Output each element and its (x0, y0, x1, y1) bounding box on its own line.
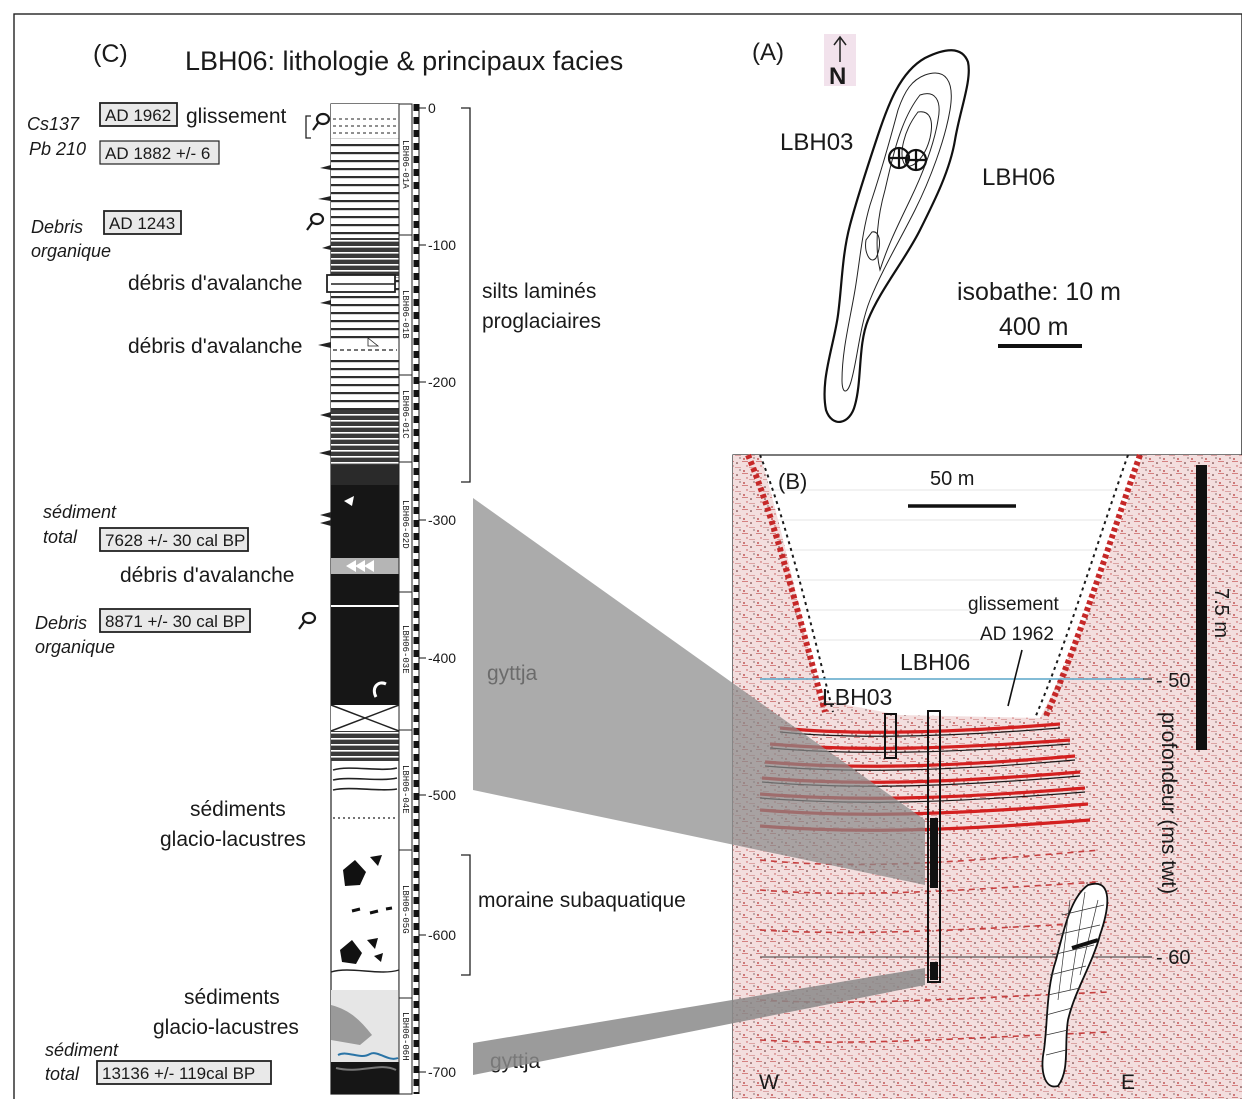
section-id: LBH06-04E (400, 765, 410, 814)
core-lbh03 (884, 713, 897, 759)
depth-tick: -200 (428, 374, 456, 390)
connector-lower-gyttja (473, 968, 925, 1075)
event-date-label: AD 1962 (980, 624, 1054, 645)
date-box (99, 102, 178, 127)
material-label: total (45, 1064, 80, 1084)
panel-a-label: (A) (752, 39, 784, 66)
core-label-lbh06: LBH06 (900, 649, 970, 675)
facies-avalanche: débris d'avalanche (120, 564, 294, 587)
east-label: E (1121, 1071, 1135, 1094)
lithology-column (318, 103, 400, 1095)
date-box (99, 140, 220, 165)
section-id: LBH06-02D (400, 500, 410, 549)
core-lbh06 (927, 710, 941, 983)
date-7628: 7628 +/- 30 cal BP (105, 531, 245, 550)
north-label: N (829, 63, 846, 90)
depth-axis-label: profondeur (ms twt) (1157, 712, 1180, 894)
date-ad1882: AD 1882 +/- 6 (105, 144, 210, 163)
depth-tick: 0 (428, 100, 436, 116)
material-label: organique (35, 637, 115, 657)
lake-outline (823, 49, 970, 423)
isobath-contour (841, 72, 952, 392)
date-8871: 8871 +/- 30 cal BP (105, 612, 245, 631)
core-label-lbh03: LBH03 (822, 684, 892, 710)
scale-vertical-bar (1196, 465, 1207, 750)
depth-tick: -400 (428, 650, 456, 666)
organic-debris-icon (298, 611, 317, 630)
date-box (103, 210, 182, 235)
organic-debris-icon (312, 112, 331, 131)
isobath-label: isobathe: 10 m (957, 278, 1121, 306)
event-glissement: glissement (186, 105, 287, 128)
west-label: W (759, 1071, 779, 1094)
event-pointer (1007, 649, 1023, 707)
panel-c: (C) LBH06: lithologie & principaux facie… (27, 40, 686, 1095)
map-scale-label: 400 m (999, 313, 1068, 341)
material-label: organique (31, 241, 111, 261)
section-id: LBH06-01C (400, 390, 410, 439)
dating-method-pb210: Pb 210 (29, 139, 86, 159)
dating-method-cs137: Cs137 (27, 114, 80, 134)
glissement-bracket (305, 115, 311, 139)
north-arrow-icon: N (824, 34, 856, 90)
panel-b: (B) 50 m glissement AD 1962 LBH06 LBH03 … (732, 453, 1242, 1099)
date-box (96, 1060, 272, 1085)
section-id: LBH06-01A (400, 140, 410, 189)
facies-bracket (461, 107, 471, 483)
panel-c-label: (C) (93, 40, 128, 68)
connector-upper-gyttja (473, 498, 925, 885)
material-label: total (43, 527, 78, 547)
depth-tick: -500 (428, 787, 456, 803)
event-glissement-label: glissement (968, 594, 1060, 615)
inset-lake-map (1041, 882, 1109, 1088)
depth-label-60: - 60 (1156, 947, 1190, 969)
facies-avalanche: débris d'avalanche (128, 335, 302, 358)
panel-c-title: LBH06: lithologie & principaux facies (185, 46, 623, 76)
section-id: LBH06-06H (400, 1012, 410, 1061)
site-label-lbh03: LBH03 (780, 129, 853, 156)
facies-glacio: glacio-lacustres (153, 1016, 299, 1039)
panel-b-label: (B) (778, 469, 807, 494)
facies-avalanche: débris d'avalanche (128, 272, 302, 295)
core-gyttja-fill (930, 818, 938, 888)
site-label-lbh06: LBH06 (982, 164, 1055, 191)
facies-glacio: sédiments (184, 986, 280, 1009)
date-box (99, 608, 251, 633)
depth-tick: -700 (428, 1064, 456, 1080)
date-box (99, 527, 249, 552)
section-strip: LBH06-01A LBH06-01B LBH06-01C LBH06-02D … (398, 103, 413, 1095)
depth-label-50: - 50 (1156, 670, 1190, 692)
date-13136: 13136 +/- 119cal BP (102, 1064, 255, 1083)
facies-glacio: glacio-lacustres (160, 828, 306, 851)
facies-glacio: sédiments (190, 798, 286, 821)
section-id: LBH06-03E (400, 625, 410, 674)
depth-scale: 0 -100 -200 -300 -400 -500 -600 -700 (413, 100, 456, 1094)
organic-debris-icon (306, 212, 325, 231)
date-ad1962: AD 1962 (105, 106, 171, 125)
facies-bracket (461, 854, 471, 976)
panel-a: (A) N LBH03 LBH06 isobathe: 10 m 400 m (752, 34, 1121, 423)
figure-frame (13, 13, 1242, 1099)
depth-tick: -300 (428, 512, 456, 528)
depth-tick: -100 (428, 237, 456, 253)
isobath-contour (876, 93, 940, 272)
material-label: Debris (35, 613, 87, 633)
material-label: sédiment (45, 1040, 119, 1060)
section-id: LBH06-05G (400, 885, 410, 934)
isobath-contour (865, 231, 880, 261)
section-id: LBH06-01B (400, 290, 410, 339)
facies-moraine: moraine subaquatique (478, 889, 686, 912)
facies-silts: silts laminés (482, 280, 596, 303)
scale-50m-label: 50 m (930, 468, 974, 490)
depth-tick: -600 (428, 927, 456, 943)
material-label: sédiment (43, 502, 117, 522)
material-label: Debris (31, 217, 83, 237)
scale-vertical-label: 7.5 m (1210, 588, 1232, 638)
facies-silts: proglaciaires (482, 310, 601, 333)
core-site-icon (887, 146, 928, 172)
date-ad1243: AD 1243 (109, 214, 175, 233)
